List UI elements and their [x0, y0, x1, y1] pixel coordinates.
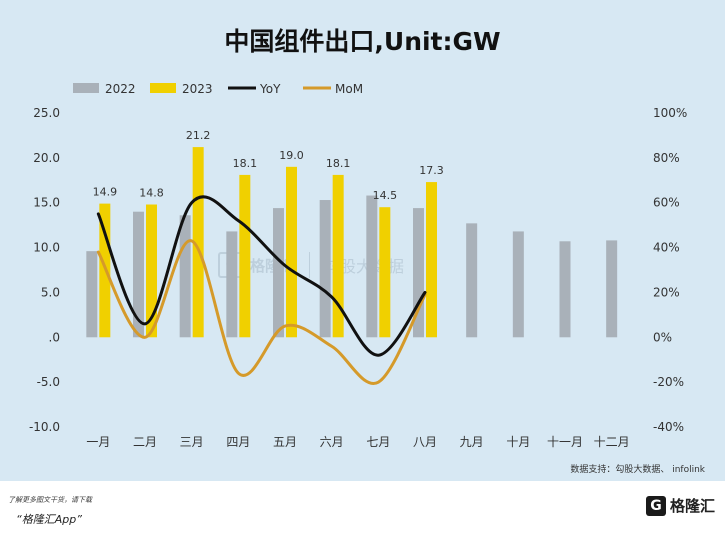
x-tick-label: 十月 [506, 435, 530, 449]
bar-2022 [366, 195, 378, 338]
y-right-tick-label: 20% [653, 285, 680, 299]
data-label-2023: 18.1 [326, 157, 351, 170]
x-tick-label: 八月 [413, 435, 437, 449]
footer-bar: 了解更多图文干货，请下载 “格隆汇App” G 格隆汇 [0, 481, 725, 538]
y-left-tick-label: -5.0 [37, 375, 60, 389]
source-note: 数据支持：勾股大数据、 infolink [570, 465, 705, 475]
watermark-divider [309, 252, 311, 278]
bar-2022 [86, 251, 98, 338]
legend-label: YoY [259, 82, 281, 96]
data-label-2023: 14.8 [139, 187, 164, 200]
bar-2022 [559, 241, 571, 338]
y-right-tick-label: 0% [653, 330, 672, 344]
y-left-tick-label: 15.0 [33, 196, 60, 210]
bar-2022 [133, 211, 144, 338]
x-tick-label: 七月 [366, 435, 390, 449]
bar-2023 [286, 166, 297, 338]
y-left-tick-label: .0 [49, 330, 60, 344]
mom-line [96, 239, 427, 385]
data-label-2023: 17.3 [419, 164, 444, 177]
brand-name: 格隆汇 [669, 497, 715, 515]
bar-2022 [466, 223, 478, 338]
data-label-2023: 19.0 [279, 149, 304, 162]
footer-app-name: “格隆汇App” [16, 513, 82, 526]
bar-2022 [413, 208, 424, 338]
bar-2022 [273, 208, 284, 338]
chart-canvas: 25.0 20.0 15.0 10.0 5.0 .0 -5.0 -10.0 100% 80% 60%… [29, 82, 687, 449]
x-tick-label: 九月 [460, 435, 484, 449]
x-tick-label: 五月 [273, 435, 297, 449]
yoy-line [96, 195, 427, 357]
legend-swatch [73, 83, 99, 93]
bar-2022 [606, 240, 618, 338]
bar-2022 [319, 200, 331, 338]
legend-label: 2022 [105, 82, 136, 96]
y-right-tick-label: -40% [653, 420, 684, 434]
y-right-tick-label: 60% [653, 196, 680, 210]
bar-2022 [179, 215, 191, 338]
x-tick-label: 六月 [320, 435, 344, 449]
y-right-tick-label: 80% [653, 151, 680, 165]
y-right-tick-label: -20% [653, 375, 684, 389]
x-tick-label: 十一月 [547, 435, 583, 449]
data-label-2023: 21.2 [186, 129, 211, 142]
x-tick-label: 三月 [180, 435, 204, 449]
y-right-tick-label: 100% [653, 106, 687, 120]
bar-2022 [226, 231, 238, 338]
x-tick-label: 四月 [226, 435, 250, 449]
bar-2023 [239, 174, 251, 338]
y-left-tick-label: 5.0 [41, 285, 60, 299]
x-tick-label: 一月 [86, 435, 110, 449]
bar-2023 [426, 182, 437, 338]
bar-2023 [146, 204, 157, 338]
legend-swatch [150, 83, 176, 93]
data-label-2023: 18.1 [233, 157, 258, 170]
y-left-tick-label: -10.0 [29, 420, 60, 434]
bar-2022 [512, 231, 524, 338]
legend-label: MoM [335, 82, 363, 96]
data-label-2023: 14.9 [93, 186, 118, 199]
y-left-tick-label: 20.0 [33, 151, 60, 165]
y-left-tick-label: 25.0 [33, 106, 60, 120]
y-right-tick-label: 40% [653, 241, 680, 255]
footer-promo-text: 了解更多图文干货，请下载 [8, 496, 92, 504]
brand-logo-icon: G [645, 495, 666, 516]
legend-label: 2023 [182, 82, 213, 96]
data-label-2023: 14.5 [373, 189, 398, 202]
bar-2023 [332, 174, 344, 338]
footer-brand: G 格隆汇 [645, 495, 715, 516]
x-tick-label: 十二月 [594, 435, 630, 449]
bar-2023 [192, 147, 204, 338]
y-left-tick-label: 10.0 [33, 241, 60, 255]
bar-2023 [379, 207, 391, 338]
chart-title: 中国组件出口,Unit:GW [224, 27, 501, 56]
x-tick-label: 二月 [133, 435, 157, 449]
